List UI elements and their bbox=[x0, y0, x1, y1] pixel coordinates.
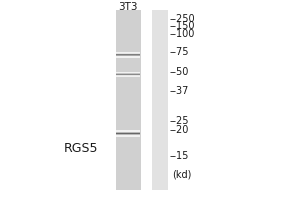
Text: 3T3: 3T3 bbox=[119, 2, 138, 12]
Bar bbox=[116, 134, 140, 135]
Bar bbox=[152, 10, 168, 190]
Text: --150: --150 bbox=[169, 21, 195, 31]
Text: --50: --50 bbox=[169, 67, 189, 77]
Text: --25: --25 bbox=[169, 116, 189, 126]
Bar bbox=[116, 132, 140, 133]
Bar bbox=[116, 130, 140, 131]
Bar bbox=[116, 131, 140, 132]
Text: --15: --15 bbox=[169, 151, 189, 161]
Bar bbox=[116, 136, 140, 137]
Bar bbox=[116, 10, 141, 190]
Bar bbox=[116, 133, 140, 134]
Text: (kd): (kd) bbox=[172, 169, 191, 179]
Text: --20: --20 bbox=[169, 125, 189, 135]
Text: RGS5: RGS5 bbox=[64, 142, 98, 155]
Text: --75: --75 bbox=[169, 47, 189, 57]
Bar bbox=[116, 135, 140, 136]
Text: --250: --250 bbox=[169, 14, 195, 24]
Text: --37: --37 bbox=[169, 86, 189, 96]
Text: --100: --100 bbox=[169, 29, 195, 39]
